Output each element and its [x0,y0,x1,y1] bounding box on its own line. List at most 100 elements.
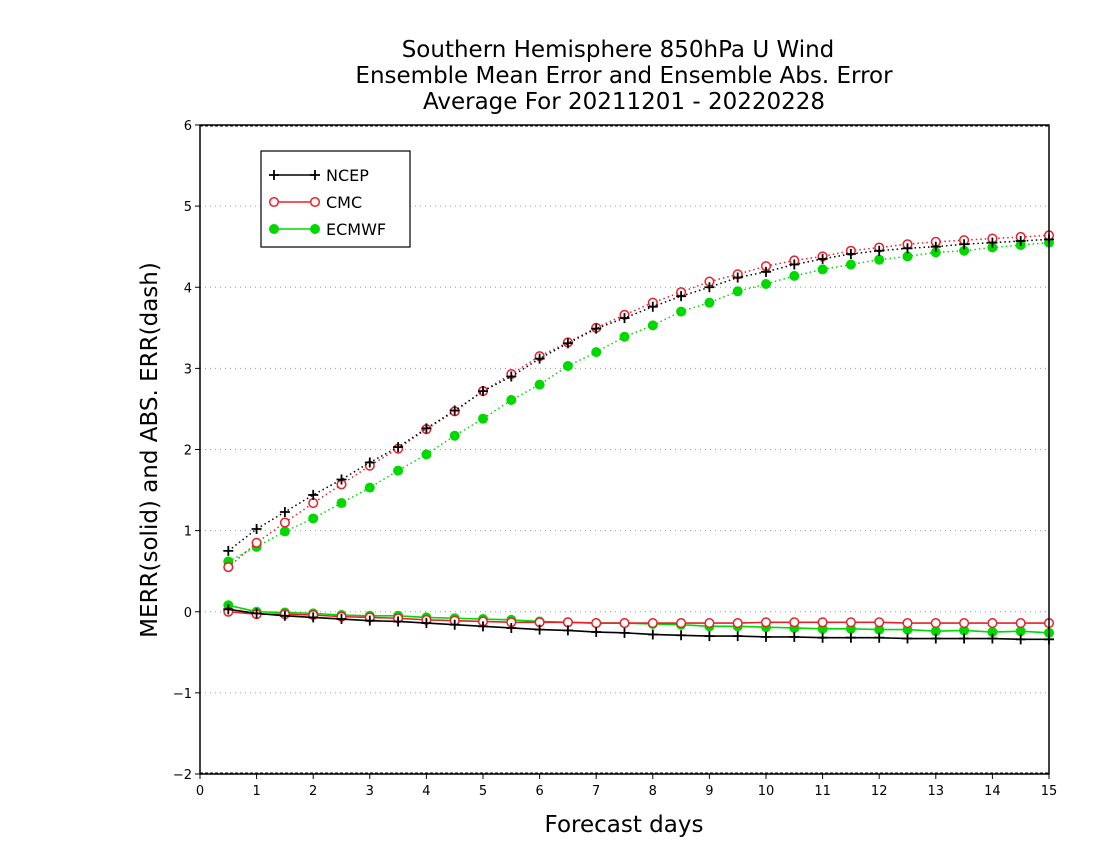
y-tick-label: 2 [184,444,192,459]
x-tick-label: 2 [309,784,317,799]
abs-err-point-ecmwf [364,482,375,493]
abs-err-point-ncep [251,524,262,535]
merr-point-ncep [591,627,602,638]
abs-err-point-ecmwf [704,297,715,308]
series-layer [223,230,1055,645]
merr-point-cmc [902,618,913,629]
x-tick-label: 10 [758,784,775,799]
abs-err-point-ncep [874,245,885,256]
legend: NCEP CMC ECMWF [260,150,411,248]
chart-title-line-1: Southern Hemisphere 850hPa U Wind [402,37,835,63]
merr-point-ncep [619,627,630,638]
chart-title-line-3: Average For 20211201 - 20220228 [423,89,825,115]
y-tick-label: 0 [184,606,192,621]
abs-err-point-ncep [817,253,828,264]
y-tick-label: 3 [184,362,192,377]
merr-point-ncep [930,633,941,644]
y-tick-label: −2 [173,768,192,783]
abs-err-point-ecmwf [506,395,517,406]
abs-err-point-ncep [364,457,375,468]
legend-items: NCEP CMC ECMWF [268,166,386,239]
abs-err-point-ecmwf [732,286,743,297]
abs-err-point-ecmwf [845,259,856,270]
merr-point-ecmwf [959,625,970,636]
abs-err-point-ncep [478,386,488,397]
merr-point-ecmwf [930,626,941,637]
merr-point-ncep [761,631,771,642]
abs-err-point-ncep [902,243,913,254]
merr-point-cmc [930,618,941,629]
gridlines [200,125,1049,774]
legend-label-cmc: CMC [326,193,362,212]
legend-box [260,150,411,248]
merr-point-ecmwf [987,627,998,638]
abs-err-point-ecmwf [761,279,771,290]
abs-err-point-cmc [308,497,319,509]
abs-err-point-ncep [421,423,432,434]
abs-err-point-ecmwf [591,347,602,358]
merr-point-cmc [845,617,856,628]
merr-point-ncep [506,622,517,633]
abs-err-point-ecmwf [930,247,941,258]
abs-err-point-ecmwf [534,379,545,390]
x-tick-label: 13 [928,784,945,799]
x-tick-label: 12 [871,784,888,799]
merr-point-ncep [647,629,658,640]
merr-point-cmc [959,618,970,629]
merr-point-ncep [902,633,913,644]
merr-point-ncep [223,604,234,615]
abs-err-point-ecmwf [619,331,630,342]
legend-marker-ecmwf [269,224,279,234]
merr-point-cmc [789,617,800,628]
abs-err-line-cmc [227,234,1050,568]
abs-err-point-ncep [562,338,573,349]
x-tick-label: 11 [814,784,831,799]
legend-marker-ncep [269,170,279,180]
abs-err-point-ncep [789,259,800,270]
merr-point-cmc [619,618,630,629]
merr-point-ncep [364,615,375,626]
merr-point-ncep [308,612,319,623]
x-tick-label: 0 [196,784,204,799]
abs-err-point-ncep [930,241,941,252]
abs-err-point-ecmwf [959,245,970,256]
abs-err-point-ecmwf [308,513,319,524]
merr-point-cmc [704,618,715,629]
merr-point-ncep [732,631,743,642]
y-axis-label: MERR(solid) and ABS. ERR(dash) [137,262,163,638]
abs-err-point-ncep [506,371,517,382]
merr-point-ncep [874,632,885,643]
x-axis-label: Forecast days [545,812,704,838]
merr-point-ncep [534,624,545,635]
abs-err-point-cmc [279,517,290,528]
abs-err-point-ecmwf [421,449,432,460]
abs-err-point-ecmwf [817,264,828,275]
y-tick-label: −1 [173,687,192,702]
merr-point-ecmwf [1015,626,1026,637]
abs-err-point-ncep [223,545,234,556]
y-tick-label: 1 [184,525,192,540]
abs-err-point-ncep [279,506,290,517]
legend-marker-ecmwf [310,224,320,234]
merr-point-ncep [279,610,290,621]
x-tick-label: 4 [422,784,430,799]
abs-err-point-ecmwf [478,413,488,424]
abs-err-point-ncep [534,353,545,364]
abs-err-point-ecmwf [902,251,913,262]
x-tick-label: 7 [592,784,600,799]
chart-title-line-2: Ensemble Mean Error and Ensemble Abs. Er… [355,63,893,89]
x-tick-label: 6 [535,784,543,799]
abs-err-point-ecmwf [279,526,290,537]
merr-point-cmc [591,618,602,629]
abs-err-point-ncep [732,272,743,283]
abs-err-point-ecmwf [874,254,885,265]
merr-point-ncep [421,618,432,629]
abs-err-point-ncep [591,323,602,334]
abs-err-point-ncep [761,266,771,277]
series-ecmwf [223,237,1054,638]
merr-point-ncep [393,616,404,627]
abs-err-point-ncep [336,474,347,485]
x-tick-label: 3 [366,784,374,799]
